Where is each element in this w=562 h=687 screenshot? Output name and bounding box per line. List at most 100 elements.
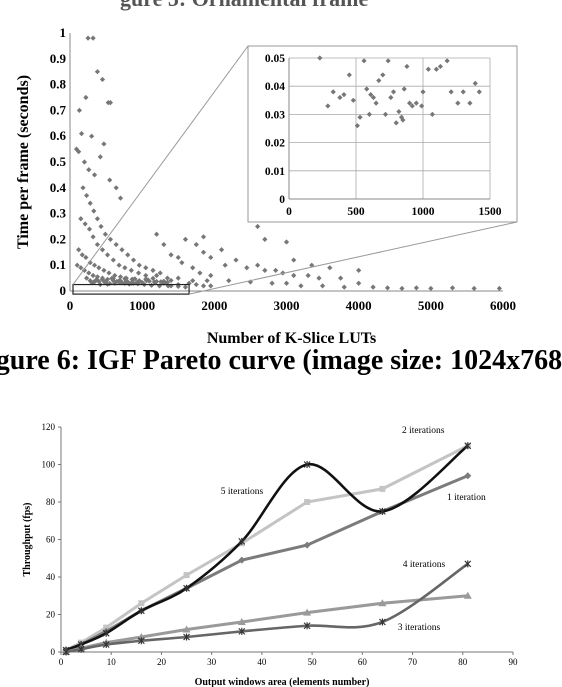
data-point [99, 76, 106, 83]
data-point [152, 280, 158, 286]
data-point [148, 282, 155, 288]
data-point [168, 277, 174, 284]
inset-data-point [448, 89, 454, 95]
series-marker [238, 627, 246, 635]
x-tick-label: 50 [308, 657, 318, 667]
x-tick-label: 1000 [129, 298, 155, 313]
series-marker [137, 637, 145, 645]
y-tick-label: 60 [46, 535, 56, 545]
data-point [190, 265, 196, 271]
inset-data-point [413, 100, 419, 106]
data-point [413, 285, 419, 291]
data-point [309, 262, 315, 268]
inset-data-point [393, 120, 399, 126]
data-point [103, 278, 109, 284]
data-point [122, 276, 128, 282]
inset-data-point [420, 89, 426, 95]
inset-y-tick-label: 0.04 [265, 81, 285, 93]
data-point [102, 231, 108, 237]
previous-figure-caption: gure 5: Ornamental frame [120, 0, 368, 12]
data-point [208, 272, 214, 279]
series-marker [183, 633, 190, 641]
data-point [384, 285, 391, 291]
series-label: 1 iteration [447, 493, 486, 503]
x-tick-label: 20 [157, 657, 167, 667]
series-line [65, 444, 469, 652]
data-point [255, 262, 261, 268]
data-point [89, 133, 95, 139]
data-point [197, 270, 203, 276]
inset-data-point [370, 94, 377, 101]
series-label: 4 iterations [403, 560, 446, 570]
data-point [164, 275, 171, 281]
data-point [496, 285, 502, 292]
data-point [139, 279, 145, 286]
y-tick-label: 0.4 [50, 180, 67, 195]
data-point [91, 279, 97, 285]
inset-data-point [337, 94, 343, 101]
data-point [356, 280, 362, 286]
y-axis-label: Time per frame (seconds) [15, 75, 32, 249]
data-point [356, 267, 362, 273]
data-point [200, 283, 207, 289]
data-point [90, 234, 96, 240]
data-point [96, 265, 102, 271]
data-point [110, 257, 116, 263]
inset-data-point [382, 111, 389, 117]
y-axis-label: Throughput (fps) [22, 502, 33, 576]
series-marker [464, 442, 472, 450]
data-point [449, 285, 456, 291]
inset-frame [247, 45, 518, 223]
data-point [101, 267, 107, 273]
data-point [90, 35, 96, 41]
data-point [200, 249, 207, 255]
inset-x-tick-label: 0 [286, 206, 292, 218]
inset-data-point [409, 103, 415, 109]
data-point [76, 149, 82, 155]
series-marker [137, 607, 145, 615]
y-tick-label: 120 [42, 422, 56, 432]
data-point [113, 185, 119, 191]
inset-x-tick-label: 500 [347, 206, 365, 218]
data-point [273, 267, 279, 273]
inset-data-point [460, 89, 466, 95]
data-point [143, 272, 149, 279]
x-tick-label: 30 [207, 657, 217, 667]
series-marker [464, 560, 472, 568]
data-point [247, 279, 254, 285]
data-point [291, 257, 297, 263]
data-point [129, 276, 135, 282]
data-point [119, 247, 125, 253]
inset-data-point [346, 72, 352, 78]
data-point [154, 272, 160, 279]
data-point [193, 281, 199, 288]
series-marker [102, 641, 110, 648]
data-point [136, 278, 142, 284]
inset-data-point [433, 66, 439, 72]
data-point [165, 283, 171, 289]
data-point [145, 277, 151, 283]
throughput-line-chart: 0 20 40 60 80 100 120 0 10 20 30 40 50 60 70 80 90 Output… [22, 422, 518, 687]
data-point [83, 275, 90, 281]
data-point [150, 275, 156, 281]
y-tick-label: 0 [51, 647, 56, 657]
data-point [117, 274, 124, 280]
data-point [116, 262, 122, 268]
data-point [78, 131, 85, 137]
series-label: 5 iterations [221, 487, 264, 497]
data-point [91, 172, 98, 178]
data-point [76, 247, 82, 253]
data-point [87, 260, 93, 266]
inset-data-point [357, 114, 363, 120]
data-point [399, 285, 405, 292]
series-marker [102, 629, 110, 637]
y-tick-label: 0.9 [50, 51, 67, 66]
series-marker [303, 541, 311, 549]
data-point [86, 270, 92, 276]
inset-x-tick-label: 1500 [479, 206, 502, 218]
inset-data-point [419, 103, 425, 109]
data-point [157, 270, 163, 276]
inset-data-point [317, 55, 323, 61]
data-point [154, 231, 160, 237]
